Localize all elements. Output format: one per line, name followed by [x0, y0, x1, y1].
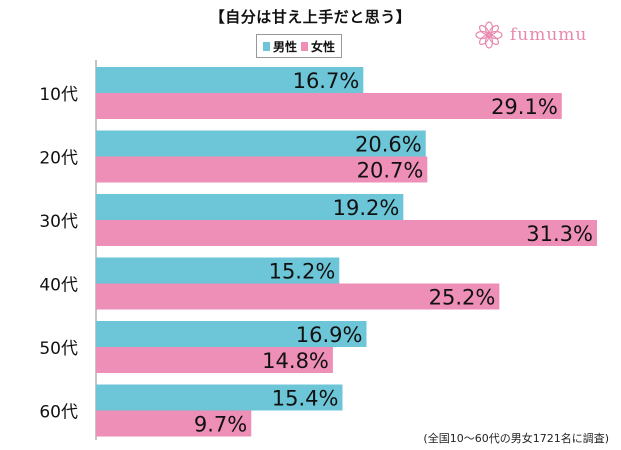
bar-male	[96, 321, 367, 347]
legend: 男性 女性	[256, 34, 343, 58]
category-label: 30代	[39, 212, 78, 232]
bar-male	[96, 130, 426, 157]
bar-male	[96, 257, 340, 284]
data-label: 14.8%	[262, 349, 329, 373]
legend-swatch-female	[301, 41, 309, 51]
category-label: 50代	[39, 339, 78, 359]
bar-female	[96, 347, 333, 373]
data-label: 25.2%	[429, 286, 496, 310]
data-label: 15.4%	[272, 387, 339, 411]
data-label: 16.9%	[296, 323, 363, 347]
category-label: 40代	[39, 276, 78, 296]
bar-female	[96, 93, 562, 119]
data-label: 16.7%	[293, 69, 360, 93]
data-label: 15.2%	[269, 260, 336, 284]
data-label: 20.7%	[357, 159, 424, 183]
category-label: 20代	[39, 149, 78, 169]
legend-label-female: 女性	[311, 39, 336, 54]
bar-male	[96, 384, 343, 411]
bar-female	[96, 283, 500, 310]
brand-name: fumumu	[510, 25, 588, 45]
data-label: 9.7%	[194, 413, 247, 437]
legend-label-male: 男性	[273, 39, 298, 54]
bar-female	[96, 410, 252, 437]
data-label: 29.1%	[491, 95, 558, 119]
data-label: 19.2%	[333, 196, 400, 220]
chart-title: 【自分は甘え上手だと思う】	[209, 8, 412, 26]
footnote: (全国10〜60代の男女1721名に調査)	[423, 432, 609, 445]
category-label: 10代	[39, 85, 78, 105]
bar-female	[96, 156, 428, 183]
bar-male	[96, 194, 404, 220]
legend-item-female: 女性	[301, 38, 335, 55]
data-label: 20.6%	[355, 133, 422, 157]
bar-female	[96, 220, 597, 246]
flower-logo-icon	[475, 21, 503, 49]
data-label: 31.3%	[526, 222, 593, 246]
bar-male	[96, 67, 364, 93]
category-label: 60代	[39, 403, 78, 423]
brand-logo: fumumu	[474, 20, 587, 50]
legend-item-male: 男性	[263, 38, 297, 55]
legend-swatch-male	[263, 41, 270, 51]
